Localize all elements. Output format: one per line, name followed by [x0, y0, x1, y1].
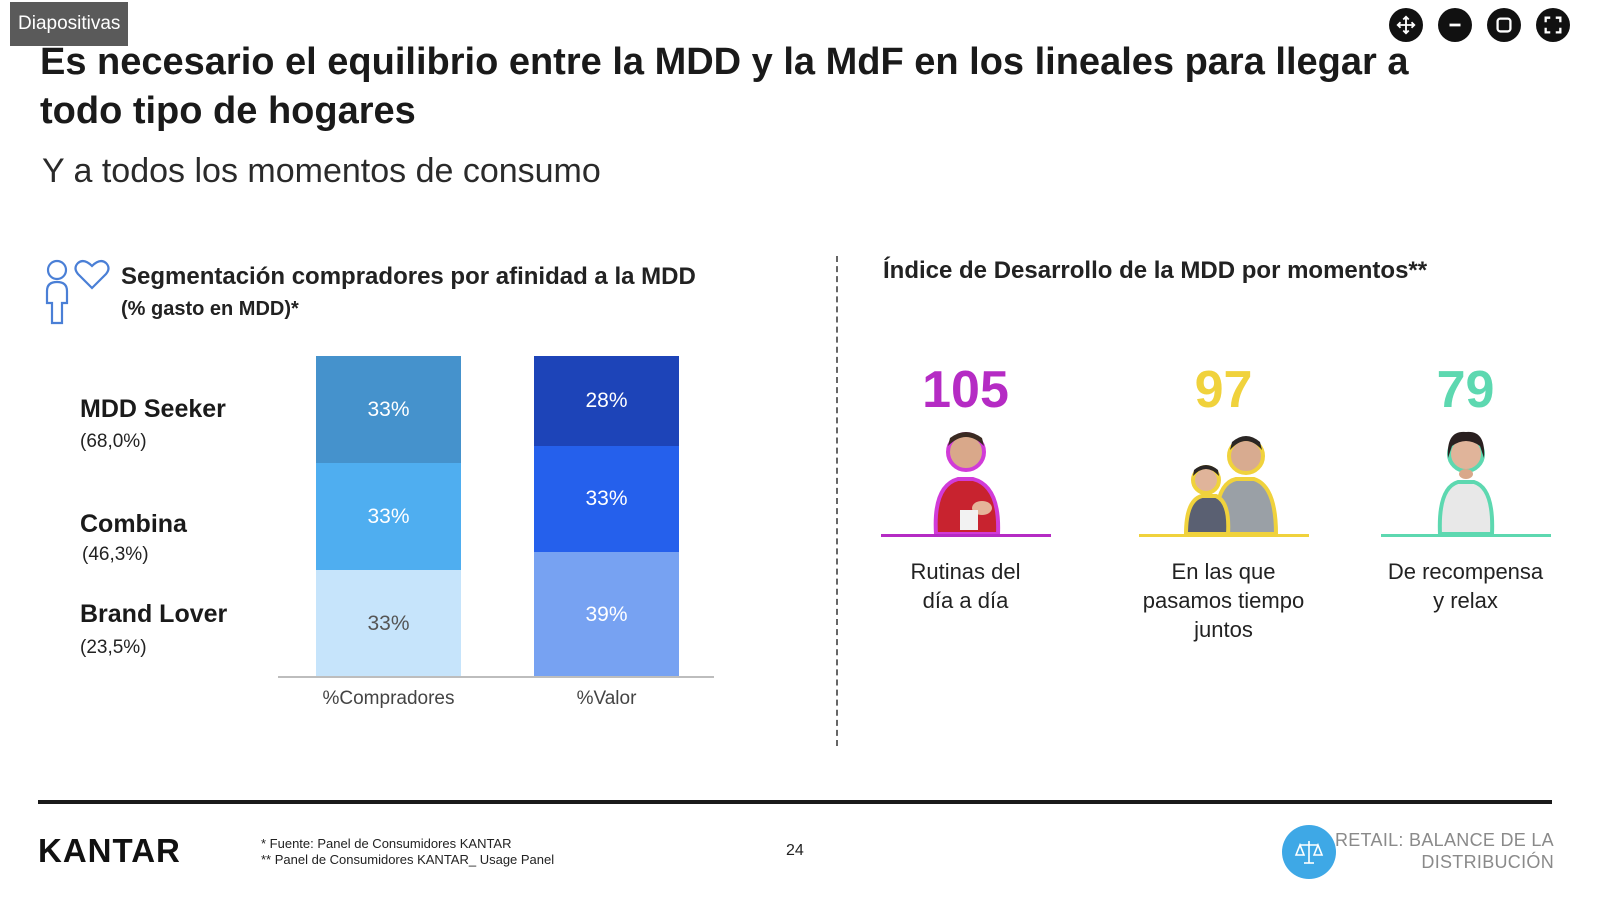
- bar-data-label: 33%: [367, 504, 410, 528]
- moment-label: En las que pasamos tiempo juntos: [1142, 559, 1305, 642]
- bar-data-label: 33%: [585, 487, 628, 510]
- x-tick-label: %Valor: [576, 688, 637, 709]
- moment-value: 105: [922, 361, 1009, 419]
- segment-label-brand-lover: Brand Lover: [80, 600, 228, 628]
- window-controls: [1389, 8, 1570, 42]
- move-icon: [1396, 15, 1416, 35]
- x-tick-label: %Compradores: [322, 688, 455, 709]
- segment-share-combina: (46,3%): [82, 544, 149, 565]
- man-eating-illustration: [878, 424, 1053, 536]
- segmentation-subtitle: (% gasto en MDD)*: [121, 298, 299, 320]
- moment-value: 79: [1436, 361, 1495, 419]
- chart-baseline: [278, 676, 714, 678]
- stacked-bar-chart: 33% 33% 33% %Compradores 28% 33% 39% %Valor: [278, 356, 718, 716]
- moment-underline: [1138, 534, 1309, 537]
- source-note-1: * Fuente: Panel de Consumidores KANTAR: [261, 836, 512, 851]
- kantar-logo: KANTAR: [38, 832, 181, 869]
- moment-label: Rutinas del día a día: [910, 559, 1021, 613]
- moment-label: De recompensa y relax: [1387, 559, 1544, 613]
- footer-rule: [38, 800, 1552, 804]
- restore-button[interactable]: [1487, 8, 1521, 42]
- square-icon: [1496, 17, 1512, 33]
- scale-icon: [1282, 825, 1336, 879]
- page-number: 24: [786, 842, 804, 859]
- minimize-button[interactable]: [1438, 8, 1472, 42]
- slide-title: Es necesario el equilibrio entre la MDD …: [40, 41, 1409, 132]
- bar-data-label: 33%: [367, 397, 410, 421]
- bar-segment: 33%: [316, 570, 461, 677]
- bar-segment: 33%: [534, 446, 679, 552]
- segment-share-mdd-seeker: (68,0%): [80, 431, 147, 452]
- fullscreen-button[interactable]: [1536, 8, 1570, 42]
- bar-data-label: 33%: [367, 611, 410, 635]
- move-button[interactable]: [1389, 8, 1423, 42]
- minus-icon: [1449, 23, 1461, 27]
- woman-eating-illustration: [1378, 424, 1553, 536]
- bar-segment: 39%: [534, 552, 679, 677]
- bar-segment: 33%: [316, 356, 461, 463]
- moment-value: 97: [1194, 361, 1253, 419]
- moment-rutinas: 105 Rutinas del día a día: [878, 360, 1053, 615]
- bar-segment: 28%: [534, 356, 679, 446]
- retail-balance-caption: RETAIL: BALANCE DE LA DISTRIBUCIÓN: [1334, 830, 1554, 872]
- bar-data-label: 28%: [585, 389, 628, 412]
- segment-share-brand-lover: (23,5%): [80, 637, 147, 658]
- panel-divider: [836, 256, 838, 746]
- person-heart-icon: [45, 259, 110, 325]
- segment-label-combina: Combina: [80, 510, 187, 538]
- moment-juntos: 97 En las que pasamos tiempo juntos: [1136, 360, 1311, 644]
- slide-subtitle: Y a todos los momentos de consumo: [42, 152, 601, 190]
- segmentation-title: Segmentación compradores por afinidad a …: [121, 263, 696, 290]
- index-title: Índice de Desarrollo de la MDD por momen…: [883, 257, 1428, 284]
- bar-segment: 33%: [316, 463, 461, 570]
- moment-relax: 79 De recompensa y relax: [1378, 360, 1553, 615]
- moment-underline: [1380, 534, 1551, 537]
- fullscreen-icon: [1544, 16, 1562, 34]
- father-child-illustration: [1136, 424, 1311, 536]
- source-note-2: ** Panel de Consumidores KANTAR_ Usage P…: [261, 852, 555, 867]
- moment-underline: [880, 534, 1051, 537]
- bar-data-label: 39%: [585, 602, 628, 626]
- slides-tab-badge[interactable]: Diapositivas: [10, 2, 129, 46]
- segment-label-mdd-seeker: MDD Seeker: [80, 395, 226, 423]
